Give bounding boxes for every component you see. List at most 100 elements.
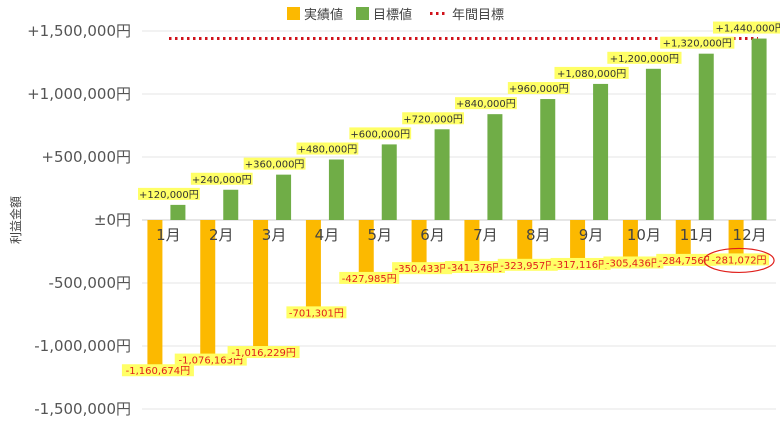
highlight-circle [703, 247, 775, 274]
legend-swatch [287, 7, 300, 20]
bar-actual [305, 220, 321, 309]
y-tick-label: +500,000円 [41, 148, 131, 166]
bar-actual [411, 220, 427, 265]
bar-target [434, 129, 450, 220]
data-label-target: +600,000円 [350, 129, 410, 140]
data-label-actual: -1,076,163円 [178, 356, 243, 367]
data-label-target: +1,080,000円 [557, 69, 626, 80]
legend: 実績値 目標値 年間目標 [287, 7, 504, 23]
bar-actual [570, 220, 586, 260]
data-label-target: +240,000円 [192, 175, 252, 186]
legend-label: 実績値 [304, 7, 343, 23]
bar-target [751, 38, 767, 221]
y-tick-label: -1,000,000円 [34, 337, 131, 355]
label-bg [138, 187, 200, 200]
label-bg [660, 36, 735, 49]
label-bg [349, 127, 412, 140]
label-bg [286, 306, 347, 319]
bars [147, 38, 767, 367]
label-bg [709, 253, 770, 266]
bar-actual [358, 220, 374, 274]
label-bg [227, 346, 300, 359]
bar-target [223, 189, 239, 220]
data-label-target: +720,000円 [403, 114, 463, 125]
label-bg [712, 21, 780, 34]
x-tick-label: 10月 [627, 226, 661, 244]
data-label-target: +480,000円 [298, 145, 358, 156]
bar-target [276, 174, 292, 220]
y-tick-label: -500,000円 [49, 274, 131, 292]
x-tick-label: 11月 [680, 226, 714, 244]
category-labels: 1月 2月 3月 4月 5月 6月 7月 8月 9月 10月 11月 12月 [156, 226, 766, 244]
label-bg [444, 261, 505, 274]
label-bg [296, 142, 359, 155]
data-label-actual: -350,433円 [395, 264, 450, 275]
y-tick-label: ±0円 [94, 211, 131, 229]
label-bg [656, 253, 717, 266]
data-label-actual: -701,301円 [289, 308, 344, 319]
bar-target [328, 159, 344, 220]
data-label-actual: -284,756円 [659, 256, 714, 267]
bar-target [698, 53, 714, 221]
bar-target [487, 114, 503, 220]
x-tick-label: 5月 [367, 226, 392, 244]
x-tick-label: 4月 [315, 226, 340, 244]
bar-actual [200, 220, 216, 356]
data-label-target: +1,320,000円 [663, 39, 732, 50]
bar-target [381, 144, 397, 220]
x-tick-label: 9月 [579, 226, 604, 244]
x-tick-label: 6月 [420, 226, 445, 244]
label-bg [603, 256, 664, 269]
data-label-actual: -323,957円 [500, 261, 555, 272]
bar-target [645, 68, 661, 220]
x-tick-label: 8月 [526, 226, 551, 244]
bar-actual [622, 220, 638, 259]
legend-label: 目標値 [373, 7, 412, 23]
label-bg [455, 97, 517, 110]
legend-swatch [356, 7, 369, 20]
x-tick-label: 7月 [473, 226, 498, 244]
label-bg [402, 112, 464, 125]
data-label-target: +1,200,000円 [610, 54, 679, 65]
label-bg [497, 258, 558, 271]
x-tick-label: 1月 [156, 226, 181, 244]
bar-target [540, 99, 556, 220]
bar-target [593, 83, 609, 220]
data-label-actual: -341,376円 [447, 263, 502, 274]
data-label-target: +960,000円 [509, 84, 569, 95]
bar-target [170, 204, 186, 220]
data-label-actual: -1,016,229円 [231, 348, 296, 359]
label-bg [190, 172, 253, 185]
label-bg [607, 51, 682, 64]
data-labels: +120,000円 -1,160,674円 +240,000円 -1,076,163円… [121, 21, 780, 377]
grid-lines [142, 30, 776, 410]
y-axis: +1,500,000円 +1,000,000円 +500,000円 ±0円 -500,0… [27, 22, 131, 418]
y-tick-label: -1,500,000円 [34, 400, 131, 418]
data-label-actual: -281,072円 [712, 255, 767, 266]
data-label-actual: -317,116円 [553, 260, 608, 271]
y-tick-label: +1,500,000円 [27, 22, 131, 40]
data-label-target: +1,440,000円 [715, 24, 780, 35]
label-bg [392, 262, 453, 275]
bar-actual [464, 220, 480, 264]
x-tick-label: 12月 [733, 226, 767, 244]
y-axis-title: 利益金額 [8, 196, 23, 244]
label-bg [339, 271, 400, 284]
data-label-target: +840,000円 [456, 99, 516, 110]
label-bg [554, 66, 629, 79]
bar-actual [728, 220, 744, 256]
data-label-actual: -305,436円 [606, 258, 661, 269]
label-bg [550, 257, 611, 270]
label-bg [507, 82, 570, 95]
bar-actual [253, 220, 269, 349]
data-label-target: +360,000円 [245, 160, 305, 171]
y-tick-label: +1,000,000円 [27, 85, 131, 103]
legend-label: 年間目標 [452, 8, 504, 23]
x-tick-label: 3月 [262, 226, 287, 244]
data-label-actual: -427,985円 [342, 274, 397, 285]
bar-actual [675, 220, 691, 256]
label-bg [121, 364, 194, 377]
label-bg [243, 157, 306, 170]
x-tick-label: 2月 [209, 226, 234, 244]
